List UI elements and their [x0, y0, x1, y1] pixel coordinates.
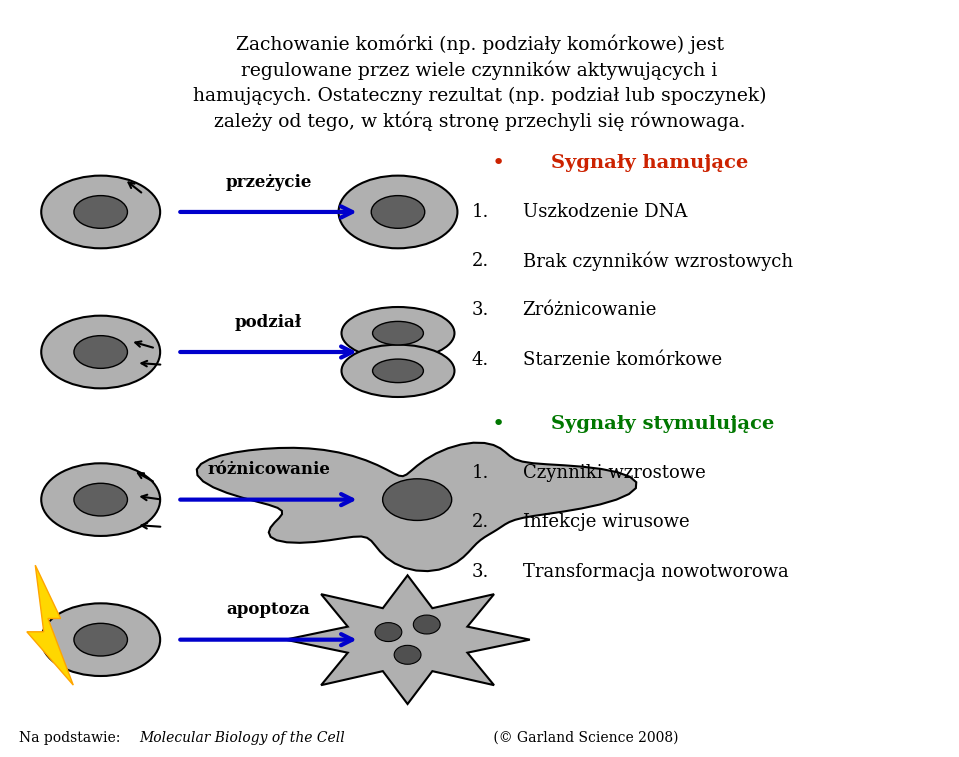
Text: apoptoza: apoptoza [226, 602, 311, 618]
Ellipse shape [372, 322, 424, 345]
PathPatch shape [27, 565, 73, 685]
Text: Brak czynników wzrostowych: Brak czynników wzrostowych [523, 251, 793, 271]
Text: Infekcje wirusowe: Infekcje wirusowe [523, 513, 690, 531]
Ellipse shape [74, 195, 128, 229]
Text: Sygnały hamujące: Sygnały hamujące [551, 154, 749, 172]
Ellipse shape [383, 479, 452, 521]
Ellipse shape [74, 483, 128, 516]
Text: Molecular Biology of the Cell: Molecular Biology of the Cell [139, 731, 345, 745]
Text: 3.: 3. [472, 301, 489, 319]
Text: •: • [492, 414, 505, 434]
Text: 1.: 1. [472, 203, 489, 221]
Text: różnicowanie: różnicowanie [207, 462, 330, 478]
Ellipse shape [74, 623, 128, 656]
Ellipse shape [375, 622, 402, 642]
Ellipse shape [41, 176, 160, 248]
Text: Uszkodzenie DNA: Uszkodzenie DNA [523, 203, 687, 221]
Ellipse shape [41, 316, 160, 388]
Text: Sygnały stymulujące: Sygnały stymulujące [551, 415, 775, 433]
Text: •: • [492, 153, 505, 173]
Text: Na podstawie:: Na podstawie: [19, 731, 129, 745]
Text: 1.: 1. [472, 464, 489, 482]
Text: przeżycie: przeżycie [225, 174, 312, 191]
Text: 2.: 2. [472, 252, 489, 270]
Text: (© Garland Science 2008): (© Garland Science 2008) [489, 731, 679, 745]
PathPatch shape [286, 575, 529, 704]
Text: podział: podział [235, 314, 302, 331]
Ellipse shape [341, 307, 455, 360]
Text: Czynniki wzrostowe: Czynniki wzrostowe [523, 464, 706, 482]
Ellipse shape [394, 645, 421, 665]
Text: Zróżnicowanie: Zróżnicowanie [523, 301, 657, 319]
Text: Transformacja nowotworowa: Transformacja nowotworowa [523, 562, 788, 581]
Text: 3.: 3. [472, 562, 489, 581]
Text: Starzenie komórkowe: Starzenie komórkowe [523, 350, 722, 369]
Ellipse shape [74, 335, 128, 369]
Text: Zachowanie komórki (np. podziały komórkowe) jest
regulowane przez wiele czynnikó: Zachowanie komórki (np. podziały komórko… [193, 34, 766, 131]
Ellipse shape [339, 176, 457, 248]
Ellipse shape [371, 195, 425, 229]
Ellipse shape [41, 463, 160, 536]
PathPatch shape [197, 443, 636, 571]
Ellipse shape [341, 344, 455, 397]
Ellipse shape [41, 603, 160, 676]
Ellipse shape [413, 615, 440, 634]
Text: 4.: 4. [472, 350, 489, 369]
Text: 2.: 2. [472, 513, 489, 531]
Ellipse shape [372, 359, 424, 382]
